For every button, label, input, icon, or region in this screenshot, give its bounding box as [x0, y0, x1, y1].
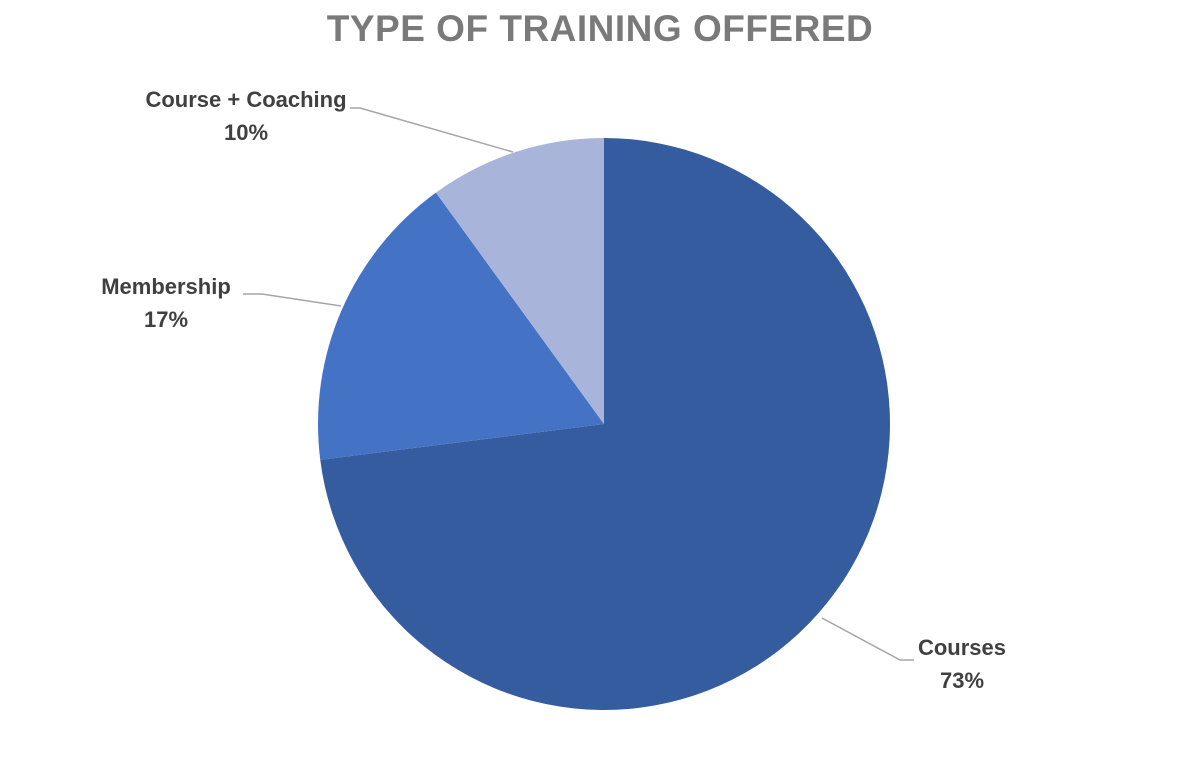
pie-slices	[318, 138, 891, 710]
slice-value-membership: 17%	[144, 307, 188, 332]
slice-value-courses: 73%	[940, 668, 984, 693]
pie-slice-course-coaching	[435, 138, 604, 424]
pie-slice-courses	[320, 138, 891, 710]
data-labels: Courses 73% Membership 17% Course + Coaching…	[101, 87, 1006, 693]
leader-line-courses	[821, 617, 914, 661]
leader-lines	[243, 107, 914, 661]
slice-label-course-coaching: Course + Coaching	[145, 87, 346, 112]
leader-line-membership	[243, 293, 342, 307]
slice-label-membership: Membership	[101, 274, 231, 299]
slice-value-course-coaching: 10%	[224, 120, 268, 145]
slice-label-courses: Courses	[918, 635, 1006, 660]
chart-title: TYPE OF TRAINING OFFERED	[326, 8, 874, 49]
pie-slice-membership	[318, 192, 604, 460]
leader-line-course-coaching	[350, 107, 514, 153]
